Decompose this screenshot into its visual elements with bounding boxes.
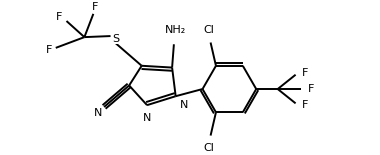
Text: F: F [308, 84, 315, 94]
Text: N: N [93, 108, 102, 118]
Text: S: S [113, 34, 120, 44]
Text: F: F [92, 2, 98, 12]
Text: F: F [302, 68, 309, 78]
Text: N: N [143, 113, 151, 123]
Text: NH₂: NH₂ [165, 25, 186, 35]
Text: F: F [55, 12, 62, 22]
Text: F: F [45, 45, 52, 55]
Text: Cl: Cl [203, 143, 214, 153]
Text: F: F [302, 100, 309, 110]
Text: Cl: Cl [203, 25, 214, 35]
Text: N: N [180, 100, 188, 111]
